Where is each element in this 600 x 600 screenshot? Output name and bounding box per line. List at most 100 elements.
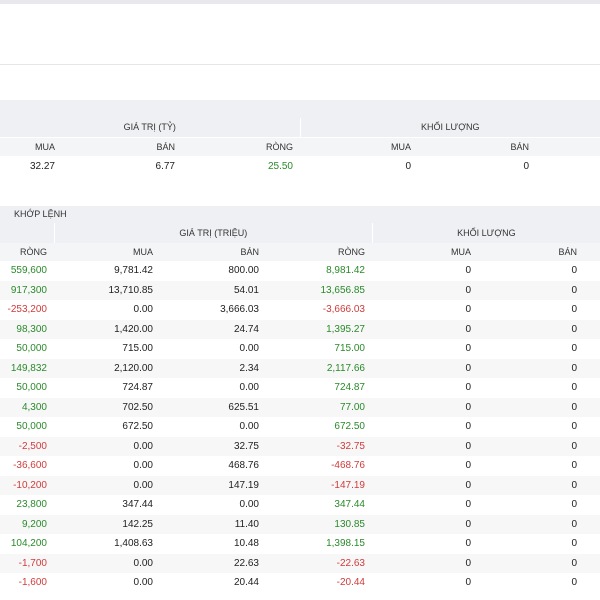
row-net-volume: 4,300: [21, 401, 47, 413]
row-net-value: 672.50: [334, 421, 365, 432]
row-buy-value: 347.44: [122, 499, 153, 510]
table-row[interactable]: 104,200 1,408.63 10.48 1,398.15 0 0: [0, 534, 600, 554]
row-sell-volume: 0: [571, 518, 577, 530]
table-row[interactable]: -36,600 0.00 468.76 -468.76 0 0: [0, 456, 600, 476]
table-row[interactable]: 9,200 142.25 11.40 130.85 0 0: [0, 514, 600, 534]
row-buy-value: 702.50: [122, 401, 153, 413]
summary-column-header: MUA BÁN RÒNG MUA BÁN: [0, 138, 600, 156]
summary-col-buy: MUA: [35, 142, 55, 152]
row-net-value: -32.75: [336, 440, 365, 452]
row-net-value: 77.00: [339, 401, 365, 413]
detail-column-header: RÒNG MUA BÁN RÒNG MUA BÁN: [0, 243, 600, 261]
table-row[interactable]: 50,000 672.50 0.00 672.50 0 0: [0, 417, 600, 437]
row-sell-volume: 0: [571, 577, 577, 588]
row-net-volume: 9,200: [21, 518, 47, 530]
detail-volume-group-label: KHỐI LƯỢNG: [457, 228, 516, 238]
table-row[interactable]: 559,600 9,781.42 800.00 8,981.42 0 0: [0, 261, 600, 281]
detail-col-buy: MUA: [133, 247, 153, 257]
row-net-volume: 23,800: [16, 499, 47, 510]
row-net-value: 130.85: [334, 518, 365, 530]
table-row[interactable]: 50,000 724.87 0.00 724.87 0 0: [0, 378, 600, 398]
row-buy-volume: 0: [465, 265, 471, 276]
table-row[interactable]: -10,200 0.00 147.19 -147.19 0 0: [0, 475, 600, 495]
row-sell-value: 3,666.03: [220, 304, 259, 315]
row-buy-volume: 0: [465, 401, 471, 413]
row-buy-value: 142.25: [122, 518, 153, 530]
row-buy-volume: 0: [465, 382, 471, 393]
row-net-value: 1,395.27: [326, 323, 365, 335]
detail-col-sell: BÁN: [240, 247, 259, 257]
table-row[interactable]: 23,800 347.44 0.00 347.44 0 0: [0, 495, 600, 515]
detail-col-vol-sell: BÁN: [558, 247, 577, 257]
row-net-value: 1,398.15: [326, 538, 365, 549]
row-net-volume: 50,000: [16, 382, 47, 393]
row-buy-value: 13,710.85: [108, 284, 154, 296]
summary-header-spacer: [0, 100, 600, 118]
matched-orders-title: KHỚP LỆNH: [0, 206, 600, 223]
row-buy-value: 0.00: [133, 304, 153, 315]
row-sell-volume: 0: [571, 284, 577, 296]
row-buy-volume: 0: [465, 499, 471, 510]
row-net-volume: -253,200: [7, 304, 47, 315]
row-buy-value: 724.87: [122, 382, 153, 393]
row-buy-volume: 0: [465, 343, 471, 354]
row-net-value: 13,656.85: [320, 284, 366, 296]
summary-value-buy: 32.27: [29, 161, 55, 172]
row-net-volume: 149,832: [10, 362, 47, 374]
row-net-value: 715.00: [334, 343, 365, 354]
row-sell-value: 10.48: [233, 538, 259, 549]
row-buy-volume: 0: [465, 479, 471, 491]
detail-value-group-label: GIÁ TRỊ (TRIỆU): [55, 223, 373, 243]
detail-col-net: RÒNG: [338, 247, 365, 257]
detail-col-net-volume: RÒNG: [20, 247, 47, 257]
table-row[interactable]: 149,832 2,120.00 2.34 2,117.66 0 0: [0, 358, 600, 378]
row-net-value: -468.76: [331, 460, 365, 471]
table-row[interactable]: -253,200 0.00 3,666.03 -3,666.03 0 0: [0, 300, 600, 320]
row-buy-value: 1,420.00: [114, 323, 153, 335]
row-sell-volume: 0: [571, 382, 577, 393]
summary-value-group-label: GIÁ TRỊ (TỶ): [0, 118, 301, 137]
table-row[interactable]: -1,600 0.00 20.44 -20.44 0 0: [0, 573, 600, 593]
table-row[interactable]: -1,700 0.00 22.63 -22.63 0 0: [0, 553, 600, 573]
row-sell-volume: 0: [571, 460, 577, 471]
row-sell-volume: 0: [571, 265, 577, 276]
row-sell-volume: 0: [571, 343, 577, 354]
row-net-value: 2,117.66: [326, 362, 365, 374]
table-row[interactable]: -2,500 0.00 32.75 -32.75 0 0: [0, 436, 600, 456]
row-net-volume: -10,200: [13, 479, 47, 491]
row-buy-volume: 0: [465, 284, 471, 296]
summary-col-filler: [536, 138, 600, 156]
row-net-volume: 917,300: [10, 284, 47, 296]
row-sell-volume: 0: [571, 421, 577, 432]
row-buy-volume: 0: [465, 518, 471, 530]
row-net-volume: 98,300: [16, 323, 47, 335]
table-row[interactable]: 98,300 1,420.00 24.74 1,395.27 0 0: [0, 319, 600, 339]
row-net-value: -20.44: [336, 577, 365, 588]
row-sell-volume: 0: [571, 499, 577, 510]
row-sell-value: 147.19: [228, 479, 259, 491]
row-buy-value: 1,408.63: [114, 538, 153, 549]
row-sell-volume: 0: [571, 362, 577, 374]
row-net-value: 8,981.42: [326, 265, 365, 276]
table-row[interactable]: 50,000 715.00 0.00 715.00 0 0: [0, 339, 600, 359]
row-sell-value: 32.75: [233, 440, 259, 452]
summary-values-row: 32.27 6.77 25.50 0 0: [0, 156, 600, 178]
row-sell-value: 0.00: [239, 499, 259, 510]
matched-orders-table: KHỚP LỆNH GIÁ TRỊ (TRIỆU) KHỐI LƯỢNG RÒN…: [0, 206, 600, 593]
summary-value-net: 25.50: [267, 161, 293, 172]
detail-rows: 559,600 9,781.42 800.00 8,981.42 0 0 917,300 13…: [0, 261, 600, 593]
row-net-value: -147.19: [331, 479, 365, 491]
summary-col-vol-buy: MUA: [391, 142, 411, 152]
detail-group-header: GIÁ TRỊ (TRIỆU) KHỐI LƯỢNG: [0, 223, 600, 243]
row-net-volume: 50,000: [16, 421, 47, 432]
summary-col-sell: BÁN: [156, 142, 175, 152]
row-buy-value: 0.00: [133, 460, 153, 471]
summary-table: GIÁ TRỊ (TỶ) KHỐI LƯỢNG MUA BÁN RÒNG MUA…: [0, 100, 600, 178]
summary-volume-buy: 0: [405, 161, 411, 172]
row-sell-value: 11.40: [234, 518, 259, 530]
row-sell-value: 468.76: [228, 460, 259, 471]
row-net-value: -3,666.03: [322, 304, 365, 315]
table-row[interactable]: 917,300 13,710.85 54.01 13,656.85 0 0: [0, 280, 600, 300]
table-row[interactable]: 4,300 702.50 625.51 77.00 0 0: [0, 397, 600, 417]
row-sell-value: 24.74: [233, 323, 259, 335]
